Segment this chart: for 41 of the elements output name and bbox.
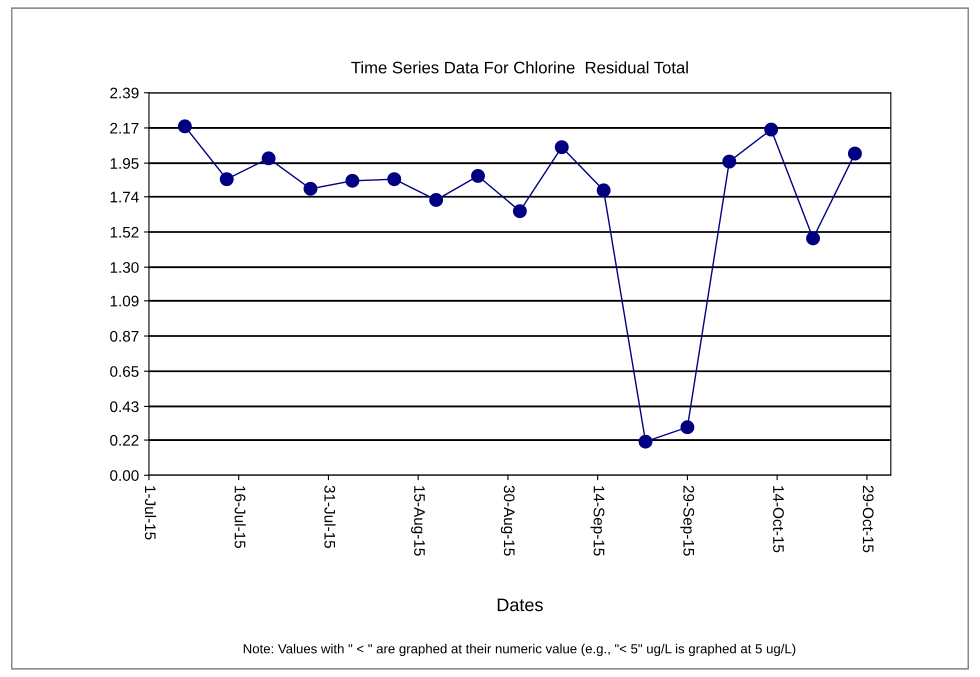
y-tick-label: 1.30 (110, 262, 139, 273)
point (387, 172, 402, 186)
point (471, 169, 485, 183)
x-tick-label: 31-Jul-15 (324, 486, 336, 548)
y-tick-label: 1.74 (110, 192, 139, 202)
point (596, 183, 611, 198)
text: Note: Values with " < " are graphed at their numeric value (e.g., "< 5" ug/L is graphed at 5 ug/L) (244, 644, 796, 656)
point (262, 151, 276, 166)
point (345, 174, 360, 188)
point (429, 193, 444, 207)
x-tick-label: 30-Aug-15 (500, 486, 515, 556)
y-tick-label: 2.39 (110, 88, 139, 98)
x-tick-label: 14-Sep-15 (590, 486, 604, 556)
point (638, 434, 652, 449)
y-tick-label: 2.17 (110, 122, 138, 134)
point (806, 231, 820, 246)
point (178, 119, 192, 134)
y-tick-label: 1.52 (110, 226, 138, 238)
x-tick-label: 29-Oct-15 (862, 486, 874, 552)
x-tick-label: 29-Sep-15 (680, 486, 694, 556)
point (304, 182, 318, 196)
point (220, 172, 234, 186)
chart-title: Time Series Data For Chlorine Residual Total (351, 61, 688, 74)
point (554, 140, 569, 154)
y-tick-label: 0.87 (110, 330, 138, 342)
point (722, 154, 736, 169)
x-tick-label: 1-Jul-15 (144, 486, 156, 540)
y-tick-label: 1.95 (110, 158, 139, 169)
y-tick-label: 0.22 (110, 434, 138, 446)
y-tick-label: 0.00 (110, 470, 139, 481)
x-tick-label: 16-Jul-15 (234, 486, 246, 548)
x-tick-label: 14-Oct-15 (773, 486, 784, 552)
x-tick-label: 15-Aug-15 (411, 486, 425, 556)
point (848, 146, 862, 161)
y-tick-label: 1.09 (110, 296, 139, 306)
y-tick-label: 0.43 (110, 401, 139, 412)
point (764, 122, 778, 137)
x-axis-title: Dates (498, 598, 543, 612)
y-tick-label: 0.65 (110, 366, 139, 377)
point (680, 420, 694, 434)
point (512, 204, 527, 218)
